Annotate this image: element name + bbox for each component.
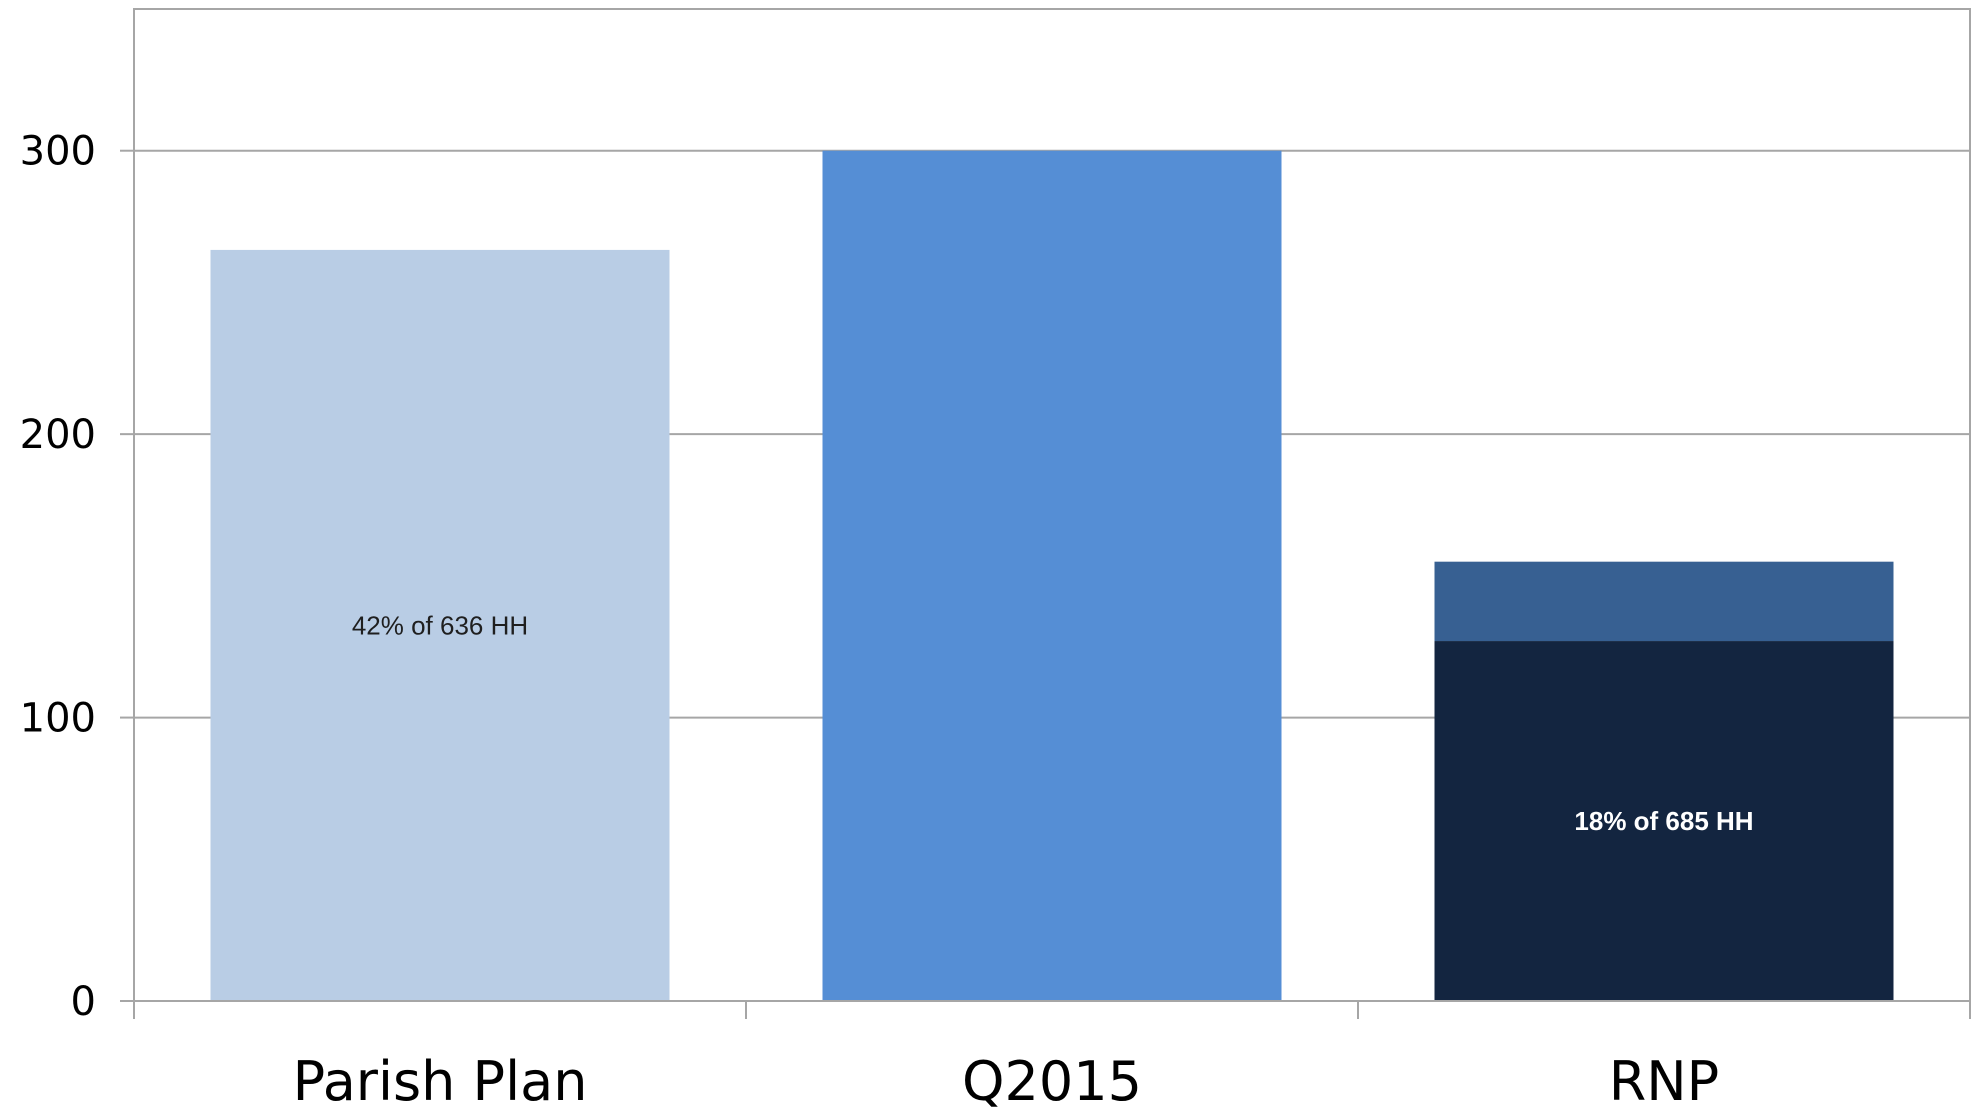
bar-data-label: 42% of 636 HH	[352, 610, 528, 640]
bar-q2015	[822, 150, 1282, 1001]
y-tick-label: 300	[20, 129, 96, 175]
bar-parish-plan	[210, 249, 670, 1001]
y-tick-label: 100	[20, 696, 96, 742]
x-tick-label: Q2015	[962, 1050, 1142, 1110]
x-tick-label: Parish Plan	[293, 1050, 588, 1110]
y-tick-label: 0	[71, 979, 96, 1025]
bar-rnp	[1434, 641, 1894, 1001]
bar-rnp	[1434, 561, 1894, 642]
bar-data-label: 18% of 685 HH	[1574, 806, 1753, 836]
y-tick-label: 200	[20, 412, 96, 458]
x-tick-label: RNP	[1609, 1050, 1719, 1110]
